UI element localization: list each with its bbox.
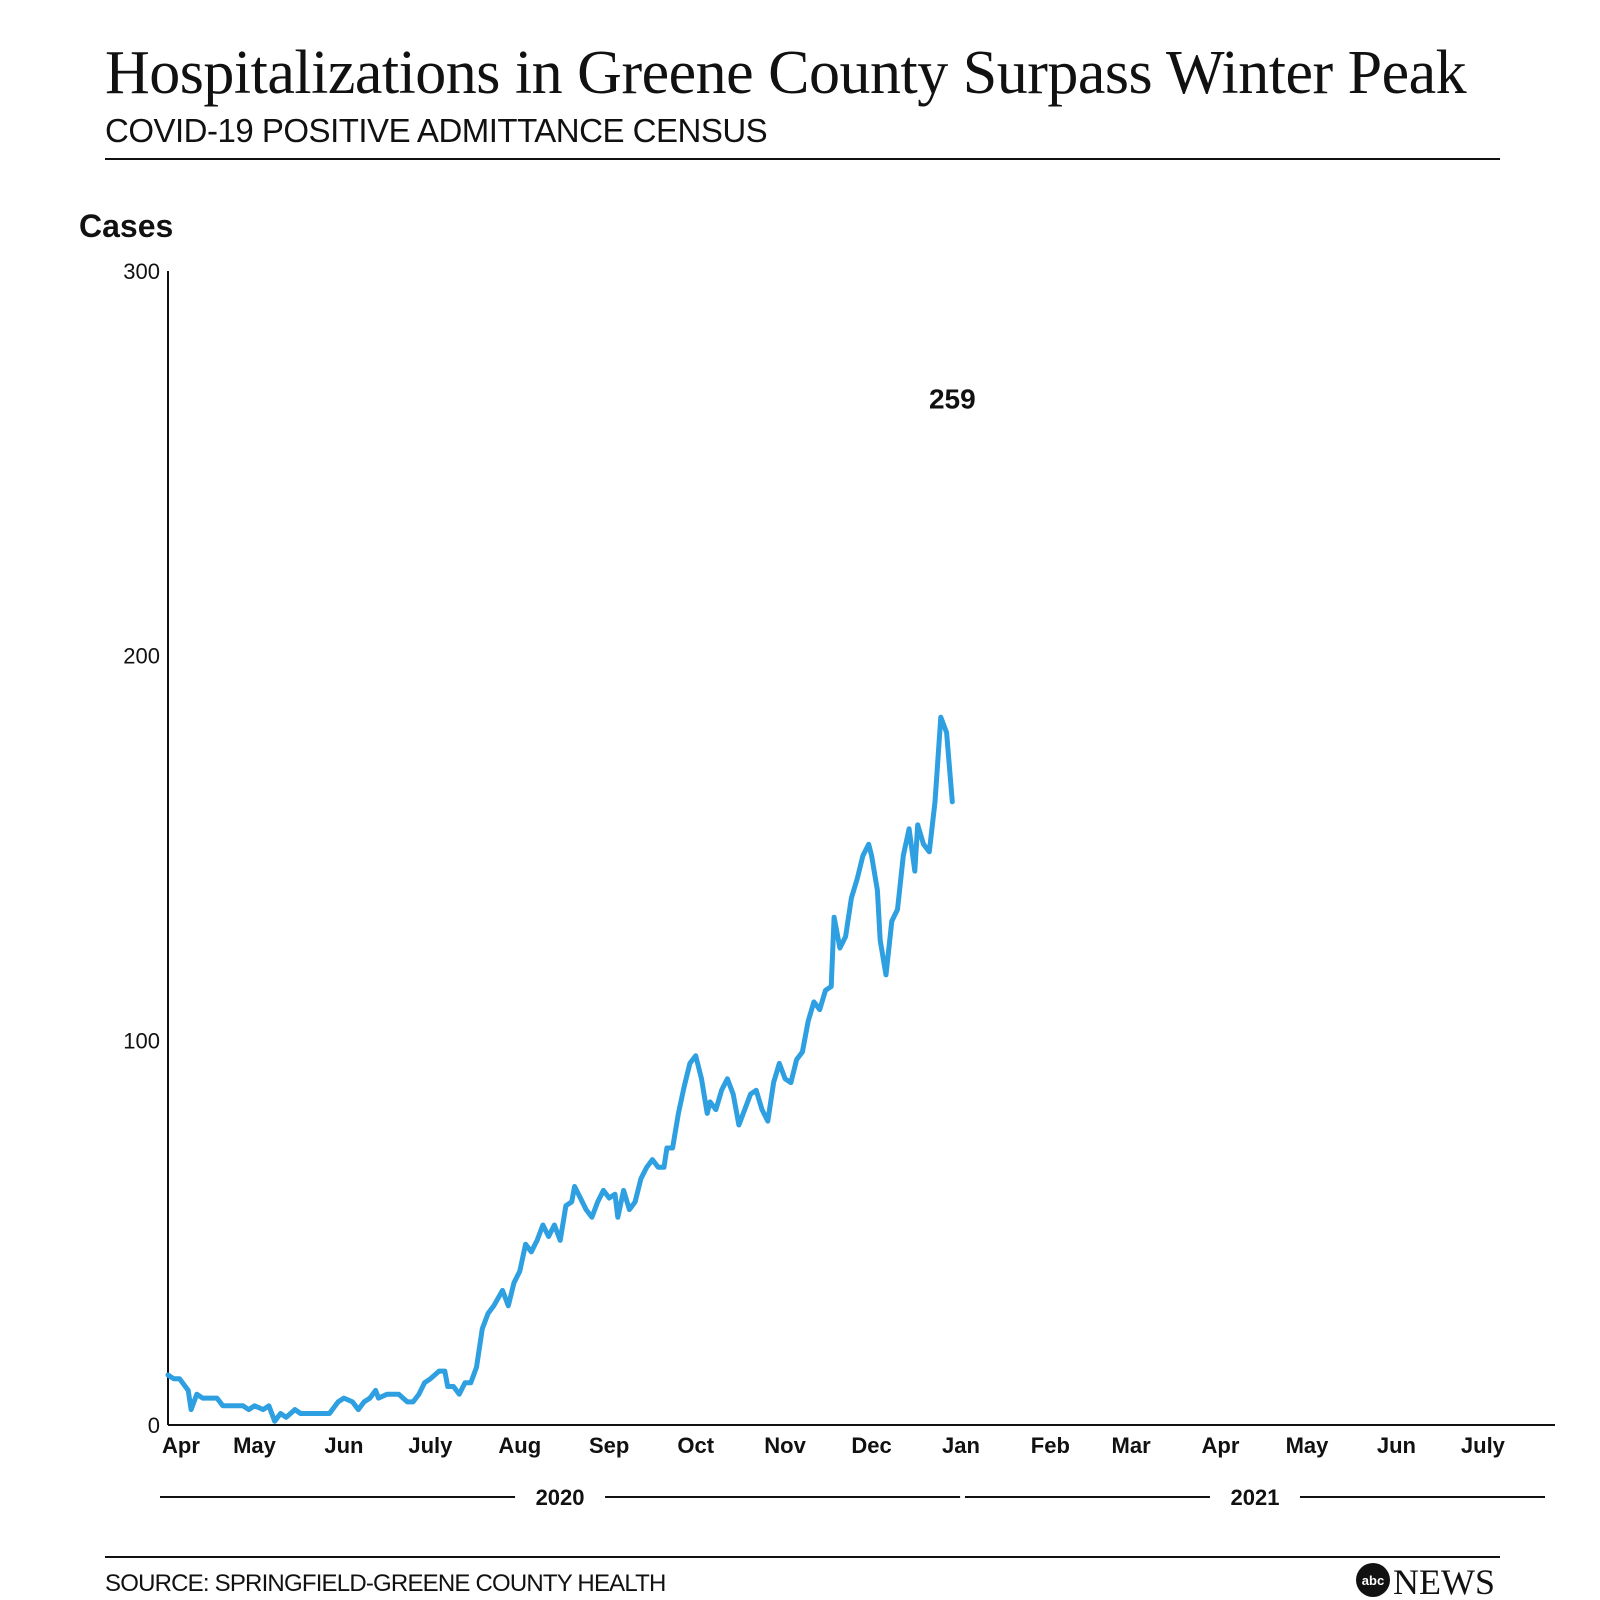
chart-title: Hospitalizations in Greene County Surpas… [105,39,1467,107]
chart-subtitle: COVID-19 POSITIVE ADMITTANCE CENSUS [105,112,768,149]
x-tick-label: Jun [1377,1433,1416,1458]
y-axis: 0 100 200 300 [123,259,169,1438]
header-divider [105,158,1500,160]
x-tick-label: Oct [677,1433,714,1458]
end-value-label: 259 [929,384,976,415]
x-tick-label: July [408,1433,453,1458]
source-note: SOURCE: SPRINGFIELD-GREENE COUNTY HEALTH [105,1570,666,1597]
abc-news-logo: abc NEWS [1356,1562,1495,1598]
footer-divider [105,1556,1500,1558]
x-tick-label: Nov [764,1433,806,1458]
y-tick-label: 300 [123,259,160,284]
x-tick-label: Dec [851,1433,891,1458]
x-tick-label: Jan [942,1433,980,1458]
y-tick-label: 100 [123,1028,160,1053]
x-tick-label: Apr [162,1433,200,1458]
x-tick-label: Apr [1202,1433,1240,1458]
svg-text:NEWS: NEWS [1393,1562,1495,1598]
year-axis: 2020 2021 [160,1485,1545,1510]
x-tick-label: Feb [1031,1433,1070,1458]
x-axis: Apr May Jun July Aug Sep Oct Nov Dec Jan Feb Mar Apr… [162,1424,1555,1458]
year-label: 2020 [536,1485,585,1510]
year-label: 2021 [1231,1485,1280,1510]
x-tick-label: Jun [324,1433,363,1458]
y-tick-label: 200 [123,644,160,669]
series-line [165,714,955,1424]
x-tick-label: May [233,1433,277,1458]
x-tick-label: Aug [498,1433,541,1458]
svg-text:abc: abc [1362,1573,1384,1588]
x-tick-label: Sep [589,1433,629,1458]
x-tick-label: July [1461,1433,1506,1458]
x-tick-label: Mar [1112,1433,1152,1458]
y-tick-label: 0 [148,1413,160,1438]
x-tick-label: May [1286,1433,1330,1458]
y-axis-label: Cases [79,208,174,244]
